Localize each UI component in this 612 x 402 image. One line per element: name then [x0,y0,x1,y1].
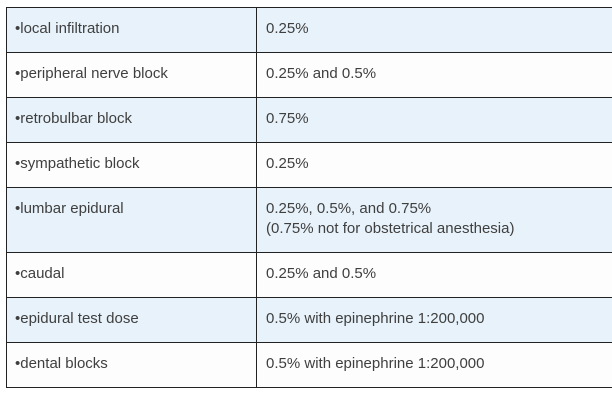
concentration-table: •local infiltration 0.25% •peripheral ne… [6,7,612,388]
table-row: •peripheral nerve block 0.25% and 0.5% [6,52,612,98]
table-row: •dental blocks 0.5% with epinephrine 1:2… [6,342,612,388]
concentration-cell: 0.25%, 0.5%, and 0.75% (0.75% not for ob… [256,187,612,253]
table-row: •epidural test dose 0.5% with epinephrin… [6,297,612,343]
table-row: •local infiltration 0.25% [6,7,612,53]
table-row: •sympathetic block 0.25% [6,142,612,188]
block-type-cell: •caudal [6,252,257,298]
block-type-cell: •local infiltration [6,7,257,53]
concentration-table-container: •local infiltration 0.25% •peripheral ne… [6,7,612,388]
block-type-cell: •lumbar epidural [6,187,257,253]
concentration-cell: 0.25% and 0.5% [256,252,612,298]
table-row: •retrobulbar block 0.75% [6,97,612,143]
concentration-cell: 0.75% [256,97,612,143]
concentration-cell: 0.25% and 0.5% [256,52,612,98]
table-row: •lumbar epidural 0.25%, 0.5%, and 0.75% … [6,187,612,253]
block-type-cell: •retrobulbar block [6,97,257,143]
block-type-cell: •peripheral nerve block [6,52,257,98]
block-type-cell: •sympathetic block [6,142,257,188]
concentration-cell: 0.25% [256,7,612,53]
concentration-cell: 0.5% with epinephrine 1:200,000 [256,342,612,388]
concentration-cell: 0.25% [256,142,612,188]
concentration-cell: 0.5% with epinephrine 1:200,000 [256,297,612,343]
table-row: •caudal 0.25% and 0.5% [6,252,612,298]
block-type-cell: •dental blocks [6,342,257,388]
block-type-cell: •epidural test dose [6,297,257,343]
